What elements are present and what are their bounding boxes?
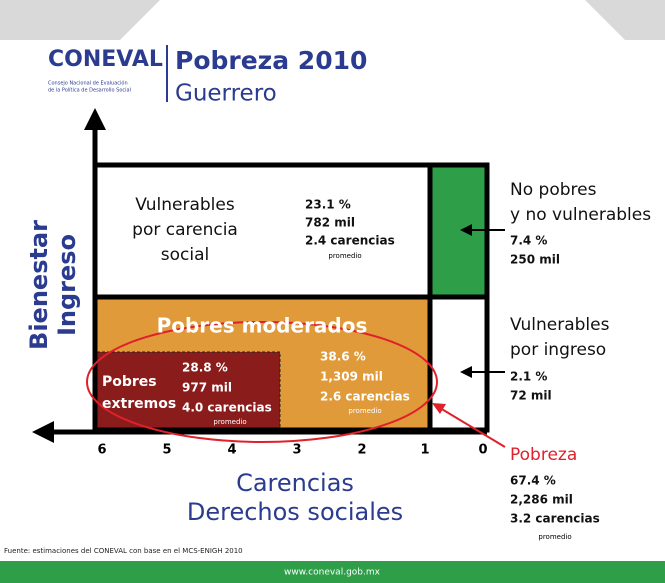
box-label: Pobres (102, 374, 157, 390)
deprivations: 2.4 carencias (305, 234, 395, 248)
box-label: extremos (102, 396, 176, 412)
y-label: Ingreso (53, 234, 81, 336)
y-label: Bienestar (25, 220, 53, 350)
logo-caption: Consejo Nacional de Evaluación (48, 80, 128, 87)
x-label: Carencias (236, 469, 354, 497)
deprivations: 4.0 carencias (182, 401, 272, 415)
box-label: por carencia (132, 220, 238, 240)
box-label: Pobreza (510, 445, 577, 465)
title: Pobreza 2010 (175, 46, 367, 75)
arrowhead (84, 108, 106, 130)
deprivations: 3.2 carencias (510, 512, 600, 526)
footer-bar (0, 561, 665, 583)
people: 250 mil (510, 253, 560, 267)
source: Fuente: estimaciones del CONEVAL con bas… (4, 547, 243, 555)
percent: 38.6 % (320, 350, 366, 364)
note: promedio (213, 418, 246, 426)
logo: CONEVAL (48, 47, 163, 72)
x-number: 6 (97, 443, 106, 458)
arrowhead (460, 366, 472, 378)
box-label: No pobres (510, 180, 597, 200)
percent: 23.1 % (305, 198, 351, 212)
x-numbers: 6 5 4 3 2 1 0 (97, 443, 487, 458)
percent: 67.4 % (510, 474, 556, 488)
x-number: 0 (478, 443, 487, 458)
arrowhead (460, 224, 472, 236)
percent: 7.4 % (510, 234, 547, 248)
subtitle: Guerrero (175, 81, 277, 107)
people: 72 mil (510, 389, 552, 403)
url[interactable]: www.coneval.gob.mx (284, 568, 381, 578)
x-number: 5 (162, 443, 171, 458)
note: promedio (328, 252, 361, 260)
x-number: 4 (227, 443, 236, 458)
corner-shape (585, 0, 665, 40)
x-label: Derechos sociales (187, 498, 403, 526)
people: 782 mil (305, 216, 355, 230)
x-number: 3 (292, 443, 301, 458)
note: promedio (538, 533, 571, 541)
box-label: social (161, 245, 209, 265)
pobreza-ellipse (86, 321, 438, 443)
deprivations: 2.6 carencias (320, 390, 410, 404)
arrowhead (432, 403, 446, 414)
x-number: 1 (420, 443, 429, 458)
box-label: por ingreso (510, 340, 606, 360)
box-label: Pobres moderados (157, 314, 368, 338)
percent: 28.8 % (182, 361, 228, 375)
x-number: 2 (357, 443, 366, 458)
pointer (439, 407, 506, 448)
note: promedio (348, 407, 381, 415)
box-label: y no vulnerables (510, 205, 651, 225)
corner-shape (0, 0, 160, 40)
people: 977 mil (182, 381, 232, 395)
people: 1,309 mil (320, 370, 383, 384)
box-label: Vulnerables (135, 195, 235, 215)
people: 2,286 mil (510, 493, 573, 507)
logo-caption: de la Política de Desarrollo Social (48, 87, 131, 94)
arrowhead (32, 421, 54, 443)
percent: 2.1 % (510, 370, 547, 384)
box-label: Vulnerables (510, 315, 610, 335)
